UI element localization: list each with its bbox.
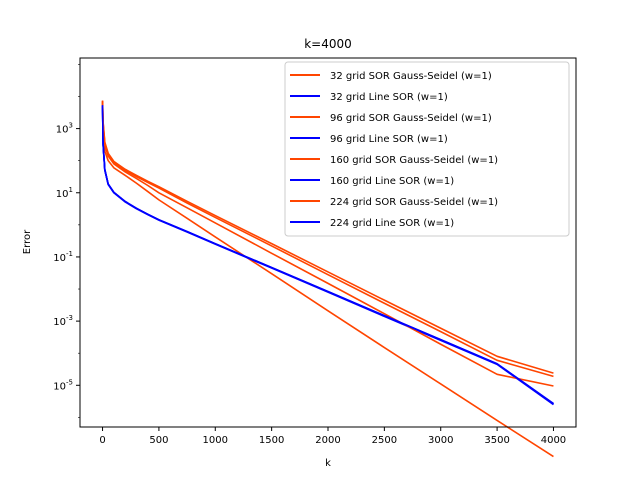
series-layer — [101, 100, 554, 458]
y-axis: 103 101 10-1 10-3 10-5 — [53, 64, 80, 418]
x-tick-label: 4000 — [541, 435, 566, 446]
x-tick-label: 1500 — [259, 435, 284, 446]
series-line-7 — [101, 100, 554, 374]
y-tick-label: 103 — [56, 122, 73, 136]
legend-label: 160 grid Line SOR (w=1) — [330, 176, 454, 187]
y-tick-label: 10-3 — [53, 314, 73, 328]
x-tick-label: 2000 — [315, 435, 340, 446]
legend-label: 32 grid SOR Gauss-Seidel (w=1) — [330, 71, 492, 82]
x-tick-label: 2500 — [372, 435, 397, 446]
series-line-8 — [101, 105, 554, 405]
legend-box — [284, 61, 570, 237]
legend-label: 96 grid Line SOR (w=1) — [330, 134, 448, 145]
x-axis-label: k — [325, 458, 331, 469]
y-axis-label: Error — [22, 229, 33, 254]
x-tick-label: 1000 — [203, 435, 228, 446]
series-line-1 — [101, 102, 554, 458]
x-tick-label: 0 — [99, 435, 105, 446]
y-tick-label: 10-5 — [53, 378, 73, 392]
legend: 32 grid SOR Gauss-Seidel (w=1) 32 grid Li… — [284, 61, 570, 237]
chart-title: k=4000 — [304, 37, 352, 51]
x-tick-label: 3500 — [484, 435, 509, 446]
legend-label: 224 grid Line SOR (w=1) — [330, 218, 454, 229]
y-tick-label: 101 — [56, 186, 73, 200]
legend-entries: 32 grid SOR Gauss-Seidel (w=1) 32 grid Li… — [290, 71, 498, 229]
x-axis: 0 500 1000 1500 2000 2500 3000 3500 4000 — [99, 427, 566, 446]
legend-label: 160 grid SOR Gauss-Seidel (w=1) — [330, 155, 498, 166]
y-tick-label: 10-1 — [53, 250, 73, 264]
legend-label: 224 grid SOR Gauss-Seidel (w=1) — [330, 197, 498, 208]
x-tick-label: 3000 — [428, 435, 453, 446]
plot-area — [79, 57, 577, 458]
legend-label: 32 grid Line SOR (w=1) — [330, 92, 448, 103]
legend-label: 96 grid SOR Gauss-Seidel (w=1) — [330, 113, 492, 124]
x-tick-label: 500 — [149, 435, 168, 446]
